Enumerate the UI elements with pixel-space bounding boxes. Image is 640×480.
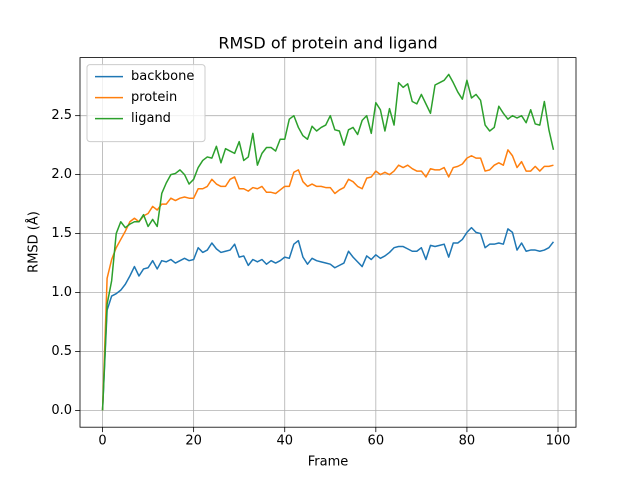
y-tick-label: 1.0 [51, 285, 72, 300]
legend-label: protein [131, 90, 177, 105]
x-tick-label: 100 [546, 434, 571, 449]
legend-label: ligand [131, 111, 171, 126]
y-axis-label: RMSD (Å) [26, 211, 42, 273]
x-axis-label: Frame [308, 455, 349, 470]
x-tick-label: 0 [98, 434, 106, 449]
data-line [101, 226, 555, 411]
y-tick-label: 2.0 [51, 167, 72, 182]
data-line [101, 73, 555, 411]
x-tick-label: 60 [368, 434, 385, 449]
x-tick-label: 20 [185, 434, 202, 449]
data-line [101, 149, 554, 411]
x-tick-label: 40 [276, 434, 293, 449]
y-tick-label: 1.5 [51, 226, 72, 241]
legend-label: backbone [131, 69, 194, 84]
y-tick-label: 0.0 [51, 403, 72, 418]
y-tick-label: 0.5 [51, 344, 72, 359]
legend-box [86, 64, 206, 143]
x-tick-label: 80 [459, 434, 476, 449]
chart-title: RMSD of protein and ligand [218, 34, 437, 53]
y-tick-label: 2.5 [51, 108, 72, 123]
plot-frame [79, 57, 577, 428]
